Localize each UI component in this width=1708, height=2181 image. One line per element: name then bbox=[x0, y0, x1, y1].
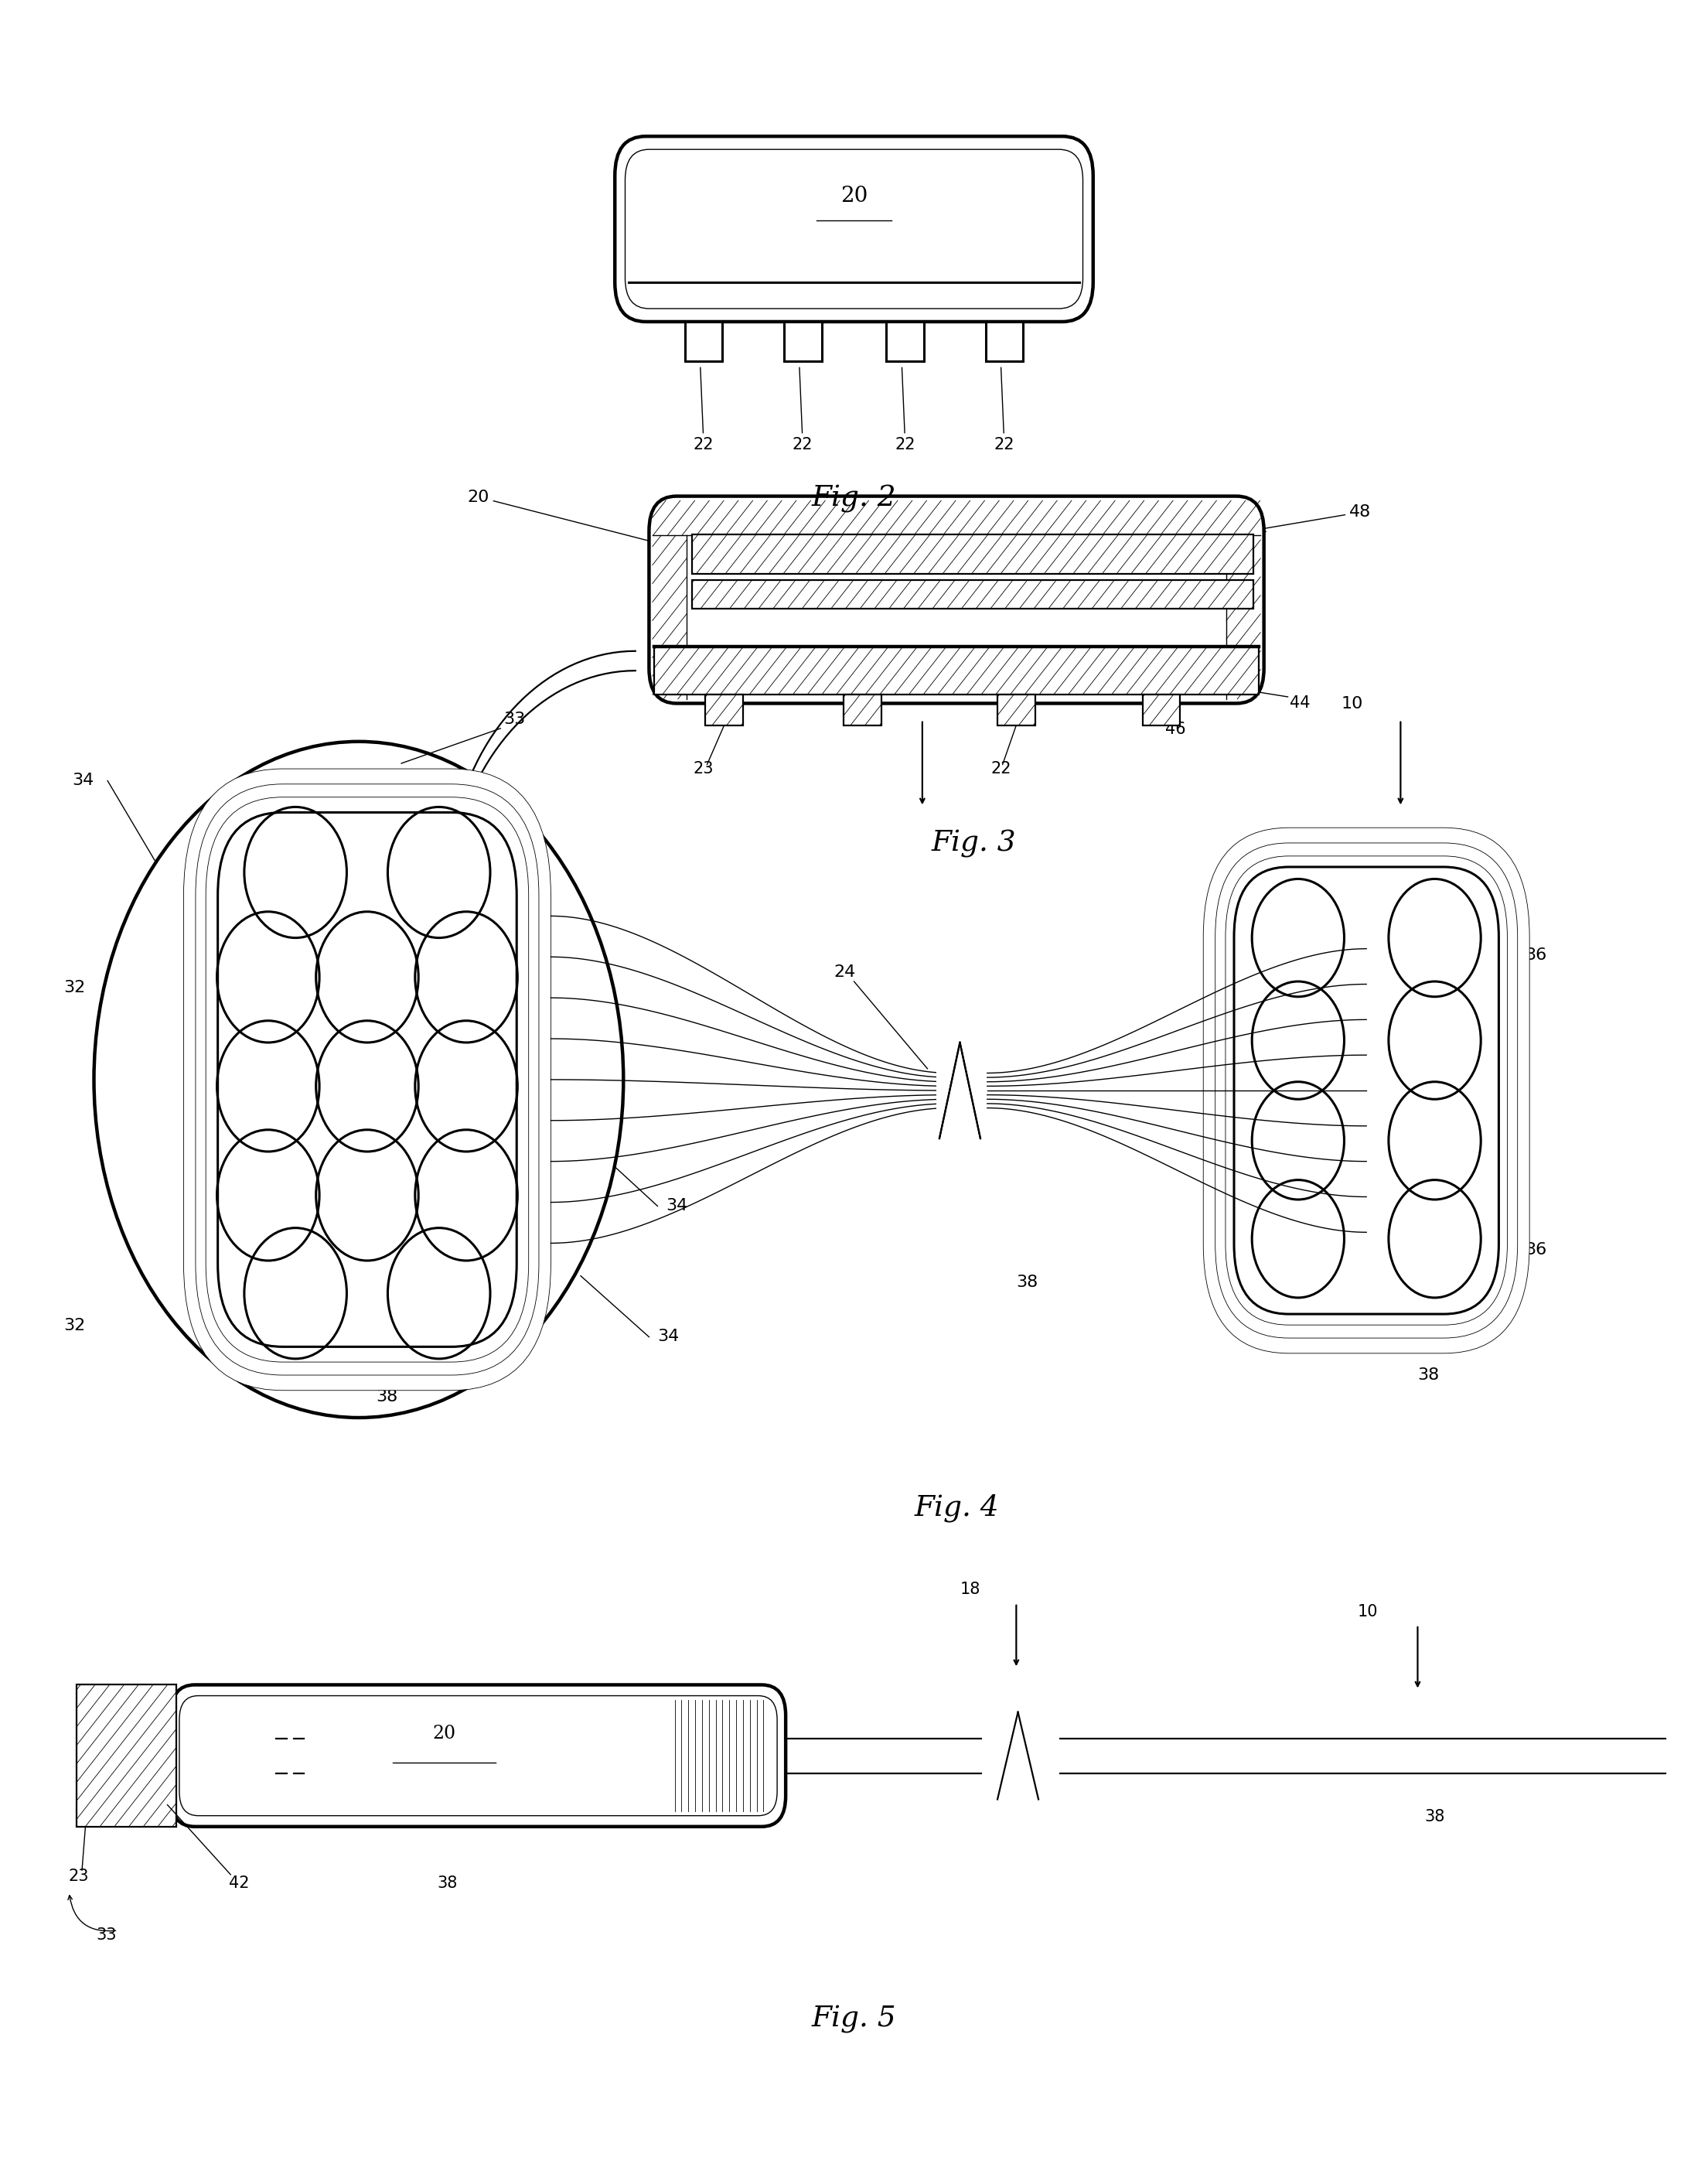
Polygon shape bbox=[986, 321, 1023, 360]
Text: 42: 42 bbox=[229, 1876, 249, 1891]
Text: 22: 22 bbox=[991, 761, 1011, 776]
FancyBboxPatch shape bbox=[184, 770, 550, 1391]
FancyBboxPatch shape bbox=[171, 1684, 786, 1828]
Text: 22: 22 bbox=[895, 366, 915, 454]
Polygon shape bbox=[654, 646, 1259, 694]
FancyBboxPatch shape bbox=[615, 135, 1093, 321]
Text: 33: 33 bbox=[96, 1928, 116, 1943]
Text: 23: 23 bbox=[68, 1869, 89, 1884]
Text: 20: 20 bbox=[468, 489, 663, 545]
Polygon shape bbox=[936, 1032, 984, 1149]
Polygon shape bbox=[784, 321, 822, 360]
Text: 23: 23 bbox=[693, 761, 714, 776]
Polygon shape bbox=[982, 1699, 1059, 1812]
Text: 22: 22 bbox=[994, 366, 1015, 454]
Text: Fig. 3: Fig. 3 bbox=[931, 831, 1016, 857]
Text: 38: 38 bbox=[1418, 1367, 1440, 1383]
Text: 34: 34 bbox=[666, 1197, 688, 1213]
Polygon shape bbox=[692, 534, 1254, 574]
FancyBboxPatch shape bbox=[1202, 827, 1530, 1352]
FancyBboxPatch shape bbox=[207, 796, 529, 1361]
Polygon shape bbox=[886, 321, 924, 360]
Polygon shape bbox=[705, 694, 743, 724]
Polygon shape bbox=[692, 580, 1254, 608]
Text: 33: 33 bbox=[504, 711, 526, 726]
Text: 24: 24 bbox=[834, 964, 856, 979]
FancyBboxPatch shape bbox=[649, 497, 1264, 702]
FancyBboxPatch shape bbox=[195, 783, 540, 1374]
FancyBboxPatch shape bbox=[1233, 866, 1500, 1313]
Text: 44: 44 bbox=[1290, 696, 1310, 711]
Text: 32: 32 bbox=[63, 979, 85, 995]
FancyBboxPatch shape bbox=[1226, 855, 1508, 1324]
Text: 48: 48 bbox=[1259, 504, 1372, 532]
Text: 18: 18 bbox=[960, 1581, 980, 1596]
Text: Fig. 4: Fig. 4 bbox=[914, 1494, 999, 1522]
Polygon shape bbox=[1143, 694, 1180, 724]
Text: 38: 38 bbox=[376, 1389, 398, 1405]
Text: 34: 34 bbox=[72, 772, 94, 787]
Text: 36: 36 bbox=[1525, 1241, 1547, 1256]
Polygon shape bbox=[77, 1684, 176, 1828]
Polygon shape bbox=[997, 694, 1035, 724]
Text: 10: 10 bbox=[1358, 1603, 1378, 1618]
Text: 32: 32 bbox=[63, 1317, 85, 1333]
Text: 20: 20 bbox=[840, 185, 868, 207]
Text: 22: 22 bbox=[693, 366, 714, 454]
Polygon shape bbox=[844, 694, 881, 724]
Text: 38: 38 bbox=[1424, 1808, 1445, 1823]
Text: 18: 18 bbox=[854, 696, 876, 711]
FancyBboxPatch shape bbox=[625, 148, 1083, 308]
Text: 20: 20 bbox=[432, 1725, 456, 1743]
Text: Fig. 2: Fig. 2 bbox=[811, 484, 897, 513]
Text: Fig. 5: Fig. 5 bbox=[811, 2007, 897, 2033]
FancyBboxPatch shape bbox=[179, 1697, 777, 1815]
Text: 22: 22 bbox=[793, 366, 813, 454]
FancyBboxPatch shape bbox=[219, 811, 516, 1346]
Text: 36: 36 bbox=[1525, 947, 1547, 962]
Text: 38: 38 bbox=[437, 1876, 458, 1891]
Text: 34: 34 bbox=[658, 1328, 680, 1343]
Text: 30: 30 bbox=[488, 822, 509, 838]
FancyBboxPatch shape bbox=[1216, 844, 1518, 1337]
Text: 46: 46 bbox=[1165, 722, 1185, 737]
Polygon shape bbox=[685, 321, 722, 360]
Text: 10: 10 bbox=[1341, 696, 1363, 711]
Text: 38: 38 bbox=[1016, 1274, 1038, 1289]
